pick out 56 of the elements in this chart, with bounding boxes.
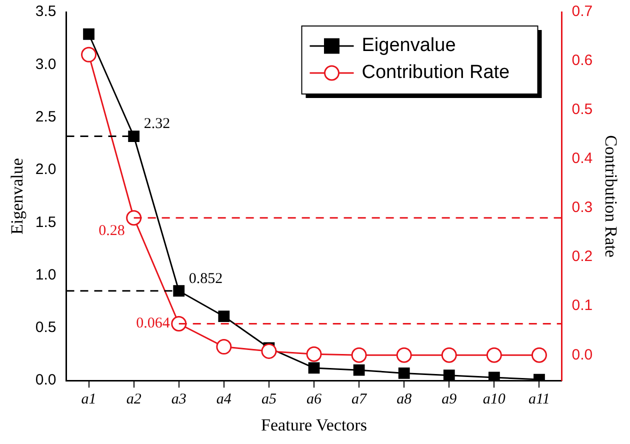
point [351, 347, 367, 363]
y2-tick-label: 0.7 [572, 3, 593, 20]
point [308, 362, 320, 374]
y2-tick-label: 0.1 [572, 297, 593, 314]
x-tick-label: a8 [396, 392, 412, 408]
y-axis-title: Eigenvalue [8, 158, 27, 235]
data-label: 0.064 [136, 316, 170, 332]
point [261, 343, 277, 359]
point [173, 285, 185, 297]
y-tick-label: 0.0 [35, 372, 56, 389]
point [171, 316, 187, 332]
point [488, 372, 500, 381]
y2-tick-label: 0.6 [572, 52, 593, 70]
point [128, 130, 140, 142]
point [306, 346, 322, 362]
point [81, 46, 97, 62]
point [353, 364, 365, 376]
x-tick-label: a2 [126, 392, 142, 408]
y2-tick-label: 0.0 [572, 346, 593, 364]
point [126, 210, 142, 226]
y-tick-label: 1.5 [35, 214, 56, 231]
x-tick-label: a9 [442, 392, 458, 408]
point [441, 347, 457, 363]
y-tick-label: 2.5 [35, 108, 56, 126]
y2-tick-label: 0.4 [572, 150, 593, 168]
y2-tick-label: 0.2 [572, 248, 593, 266]
point [218, 310, 230, 322]
point [443, 370, 455, 381]
y-tick-label: 3.0 [35, 56, 56, 73]
x-axis-title: Feature Vectors [261, 415, 367, 434]
y-tick-label: 3.5 [35, 3, 56, 20]
x-tick-label: a5 [261, 392, 277, 408]
point [486, 347, 502, 363]
point [396, 347, 412, 363]
data-label: 0.28 [98, 222, 125, 239]
x-tick-label: a10 [482, 392, 506, 408]
x-tick-label: a1 [81, 392, 96, 408]
data-label: 0.852 [188, 270, 223, 287]
data-label: 2.32 [144, 116, 170, 132]
point [398, 368, 410, 379]
point [216, 339, 232, 355]
y2-axis-title: Contribution Rate [601, 135, 620, 258]
legend-label: Contribution Rate [362, 62, 510, 84]
y-tick-label: 0.5 [35, 319, 56, 336]
y-tick-label: 1.0 [35, 266, 56, 284]
y2-tick-label: 0.5 [572, 101, 593, 118]
x-tick-label: a11 [528, 392, 550, 408]
x-tick-label: a3 [171, 392, 186, 408]
y2-tick-label: 0.3 [572, 199, 593, 216]
x-tick-label: a6 [306, 392, 322, 408]
x-tick-label: a4 [216, 392, 232, 408]
x-tick-label: a7 [352, 392, 368, 408]
legend-label: Eigenvalue [362, 35, 456, 56]
point [531, 347, 547, 363]
point [83, 28, 94, 40]
y-tick-label: 2.0 [35, 161, 56, 178]
